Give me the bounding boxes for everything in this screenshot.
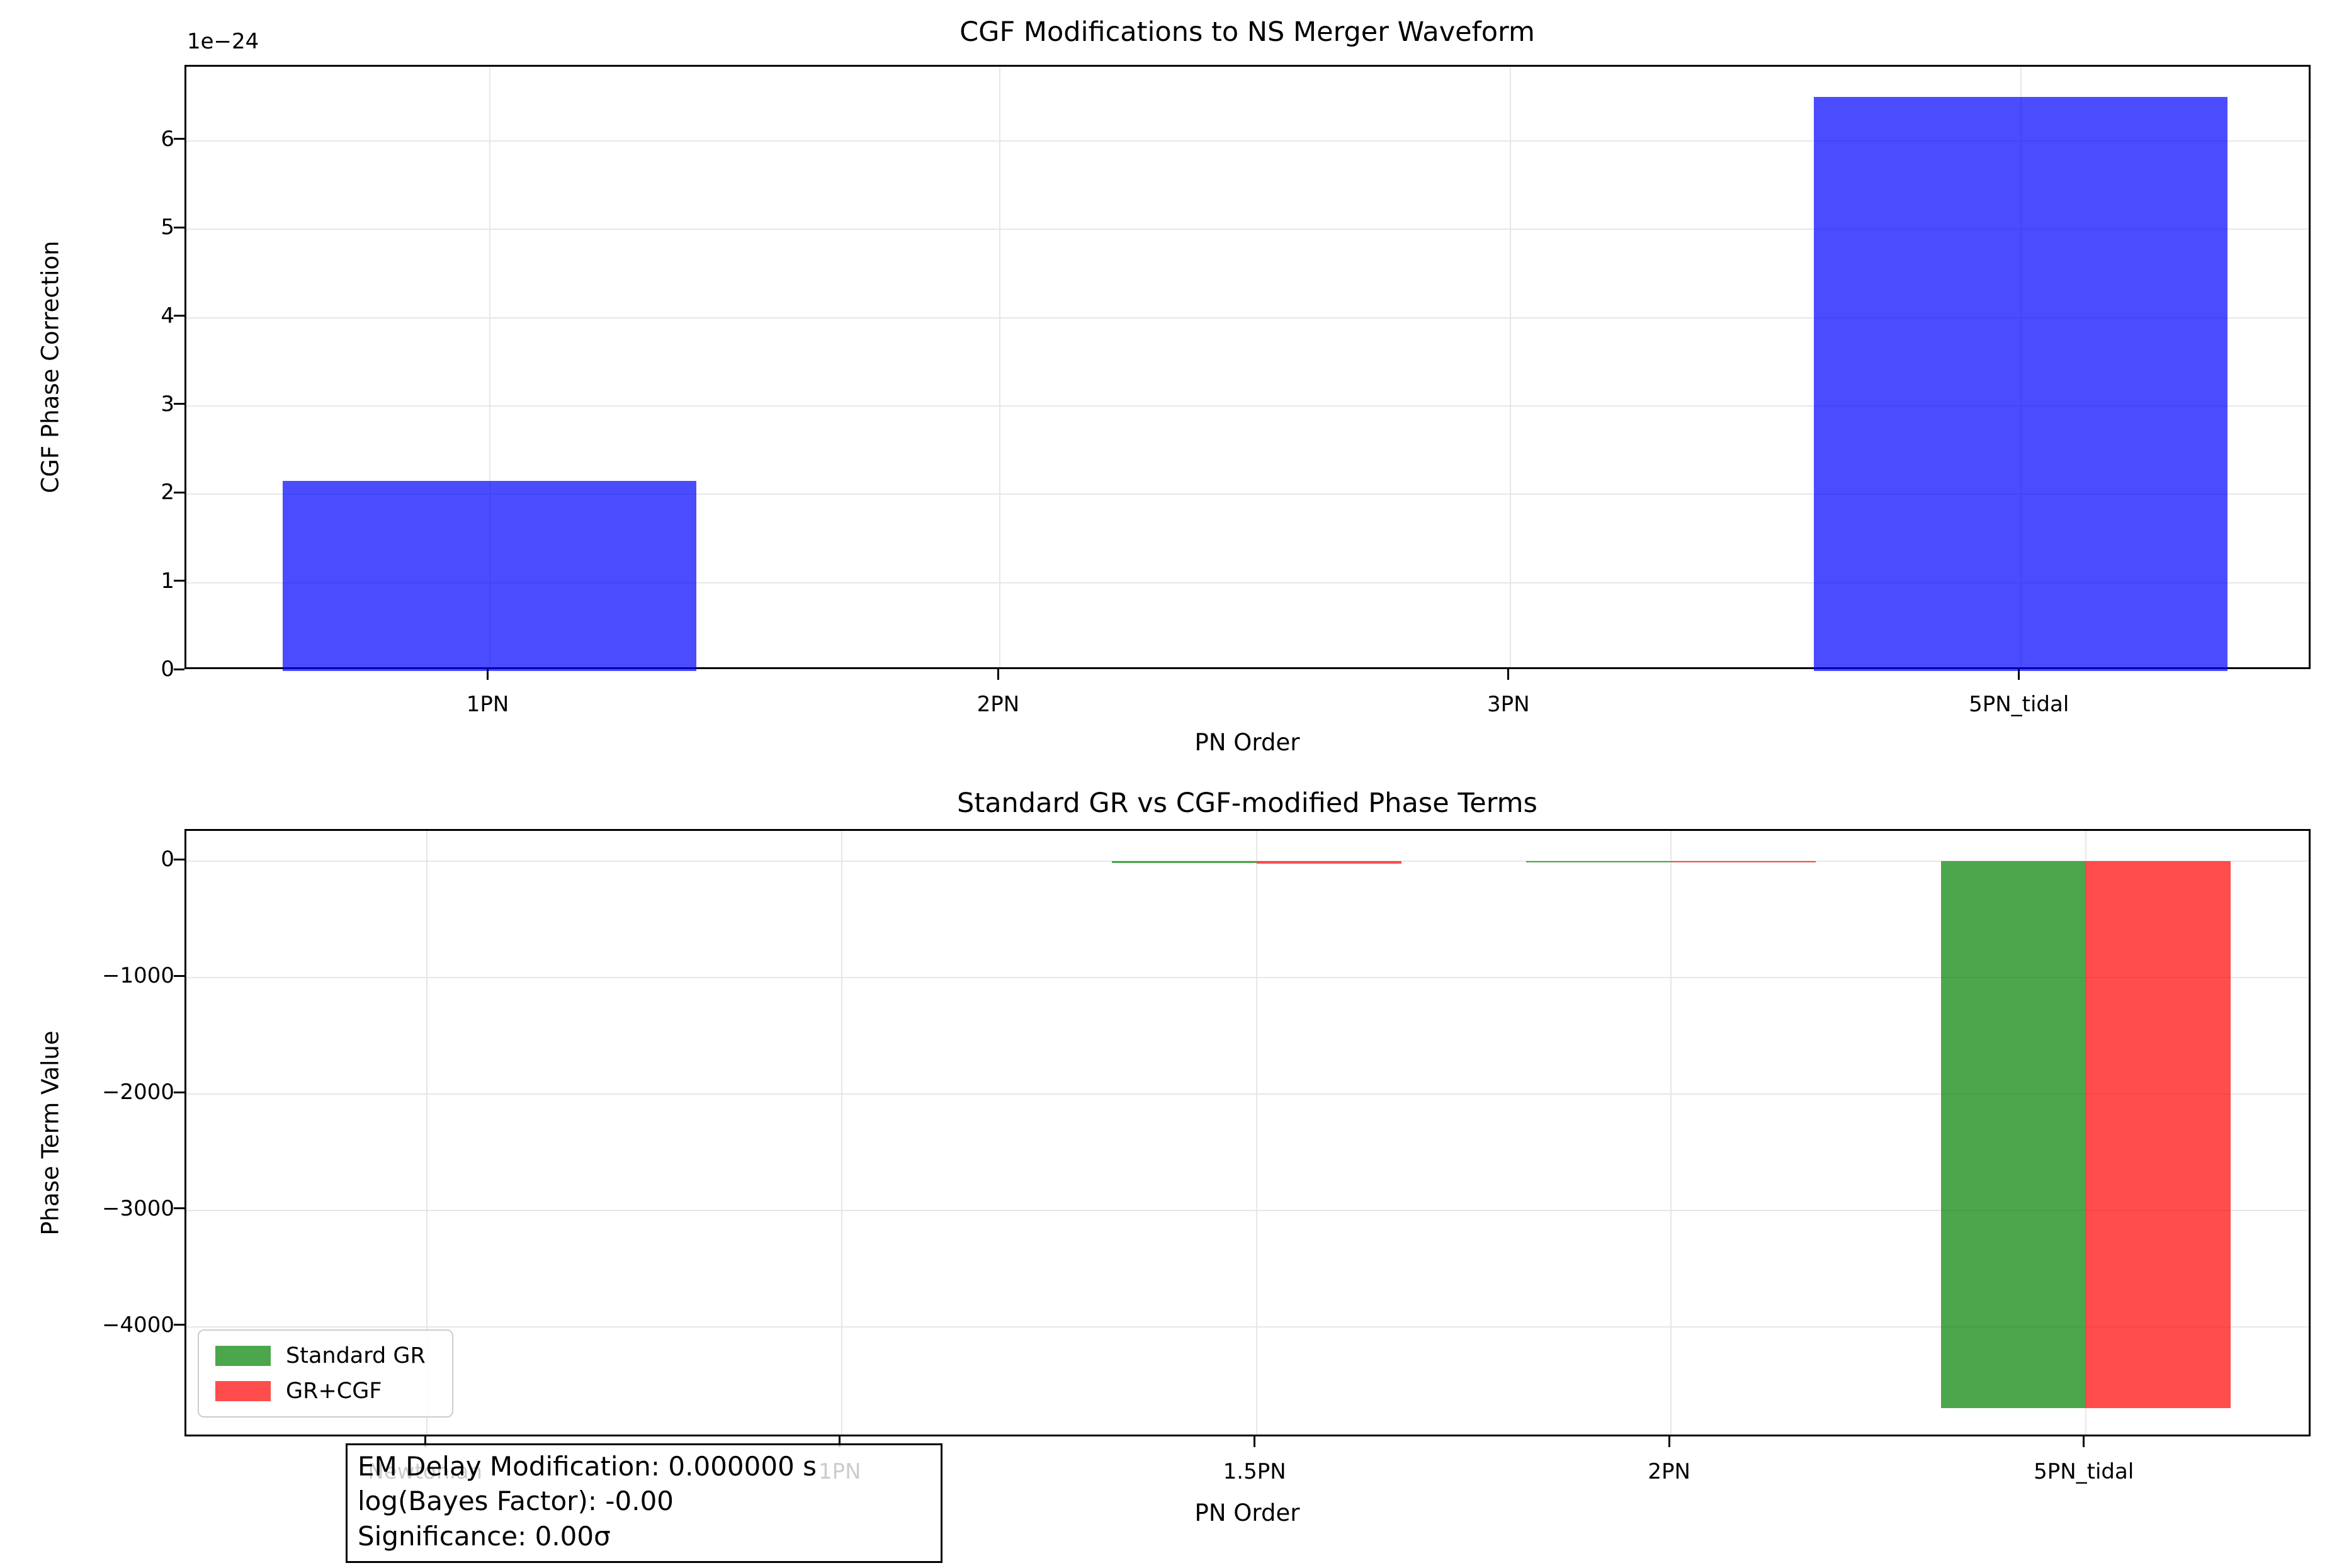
y-tick	[174, 668, 184, 670]
bar-5PN_tidal	[1814, 96, 2228, 671]
x-tick-label: 2PN	[976, 692, 1020, 717]
legend-swatch-standard-gr	[215, 1346, 271, 1366]
grid-line	[1509, 67, 1511, 667]
bottom-chart-title: Standard GR vs CGF-modified Phase Terms	[957, 787, 1537, 819]
x-tick	[2083, 1436, 2085, 1447]
grid-line	[186, 405, 2309, 407]
y-tick-label: −2000	[101, 1080, 174, 1105]
y-tick	[174, 315, 184, 317]
y-tick-label: 1	[161, 568, 174, 594]
bar-1PN	[283, 481, 697, 671]
top-chart-offset-text: 1e−24	[187, 29, 259, 54]
y-tick-label: 6	[161, 126, 174, 152]
x-tick	[487, 669, 489, 680]
y-tick	[174, 403, 184, 405]
x-tick-label: 5PN_tidal	[2034, 1459, 2134, 1484]
grid-line	[186, 1326, 2309, 1328]
bar-standard-gr-2PN	[1526, 861, 1672, 862]
grid-line	[489, 67, 490, 667]
grid-line	[186, 582, 2309, 584]
legend-entry-gr-cgf: GR+CGF	[215, 1379, 426, 1404]
bar-gr-cgf-5PN_tidal	[2085, 861, 2231, 1408]
top-chart-xlabel: PN Order	[1194, 729, 1300, 756]
x-tick	[1668, 1436, 1670, 1447]
y-tick-label: 0	[161, 847, 174, 872]
legend-entry-standard-gr: Standard GR	[215, 1343, 426, 1368]
y-tick	[174, 1207, 184, 1210]
grid-line	[999, 67, 1001, 667]
top-chart-ylabel: CGF Phase Correction	[37, 240, 64, 494]
x-tick	[2018, 669, 2020, 680]
bar-standard-gr-5PN_tidal	[1940, 861, 2086, 1408]
y-tick-label: 0	[161, 657, 174, 682]
grid-line	[426, 831, 428, 1435]
annotation-box: EM Delay Modification: 0.000000 s log(Ba…	[346, 1443, 942, 1563]
y-tick-label: −3000	[101, 1195, 174, 1221]
y-tick	[174, 974, 184, 977]
grid-line	[186, 228, 2309, 230]
bar-standard-gr-1.5PN	[1111, 861, 1257, 864]
y-tick-label: 4	[161, 303, 174, 329]
grid-line	[186, 1209, 2309, 1211]
x-tick	[1254, 1436, 1256, 1447]
y-tick	[174, 1324, 184, 1326]
x-tick-label: 1.5PN	[1223, 1459, 1286, 1484]
legend-swatch-gr-cgf	[215, 1381, 271, 1401]
x-tick	[997, 669, 999, 680]
y-tick	[174, 580, 184, 582]
grid-line	[186, 1093, 2309, 1095]
y-tick	[174, 226, 184, 228]
grid-line	[1255, 831, 1257, 1435]
top-chart-title: CGF Modifications to NS Merger Waveform	[959, 16, 1535, 48]
x-tick-label: 2PN	[1648, 1459, 1690, 1484]
legend-label-standard-gr: Standard GR	[286, 1343, 426, 1368]
grid-line	[186, 140, 2309, 142]
bar-gr-cgf-1.5PN	[1256, 861, 1401, 864]
annotation-line-em-delay: EM Delay Modification: 0.000000 s	[358, 1451, 817, 1482]
top-chart-plot-area	[184, 65, 2311, 671]
bottom-chart-plot-area	[184, 829, 2311, 1436]
grid-line	[841, 831, 842, 1435]
y-tick-label: 3	[161, 391, 174, 417]
grid-line	[186, 494, 2309, 495]
annotation-line-bayes-factor: log(Bayes Factor): -0.00	[358, 1486, 674, 1517]
y-tick	[174, 138, 184, 140]
legend-label-gr-cgf: GR+CGF	[286, 1379, 382, 1404]
y-tick-label: 5	[161, 215, 174, 240]
grid-line	[186, 977, 2309, 979]
y-tick-label: 2	[161, 480, 174, 505]
x-tick-label: 3PN	[1487, 692, 1530, 717]
legend: Standard GR GR+CGF	[198, 1329, 453, 1418]
y-tick-label: −1000	[101, 963, 174, 989]
annotation-line-significance: Significance: 0.00σ	[358, 1520, 611, 1552]
bar-gr-cgf-2PN	[1671, 861, 1816, 863]
x-tick	[839, 1436, 841, 1447]
y-tick	[174, 491, 184, 494]
x-tick	[424, 1436, 426, 1447]
grid-line	[186, 317, 2309, 319]
y-tick-label: −4000	[101, 1312, 174, 1338]
x-tick	[1507, 669, 1510, 680]
y-tick	[174, 1091, 184, 1093]
x-tick-label: 1PN	[466, 692, 509, 717]
bottom-chart-xlabel: PN Order	[1194, 1499, 1300, 1526]
x-tick-label: 5PN_tidal	[1969, 692, 2069, 717]
grid-line	[1670, 831, 1672, 1435]
y-tick	[174, 858, 184, 860]
